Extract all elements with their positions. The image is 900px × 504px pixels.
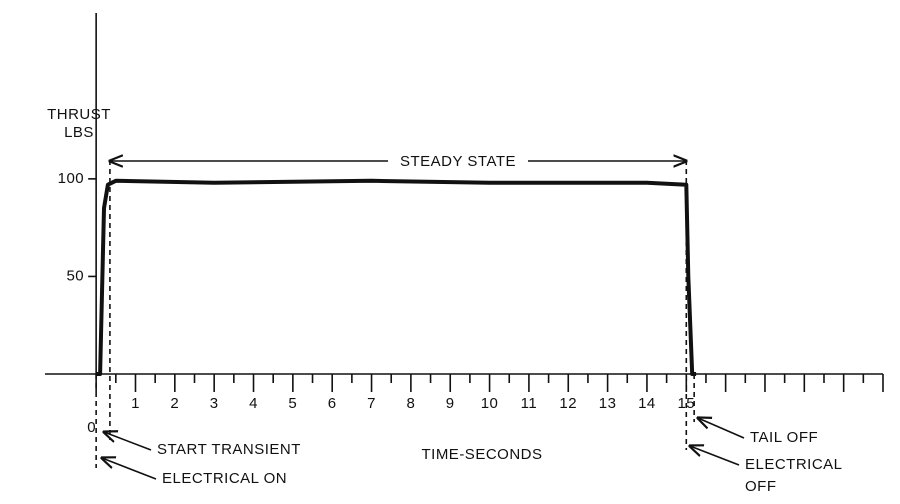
x-tick-label: 2 [170,395,179,412]
event-arrow [698,418,745,439]
x-tick-label: 7 [367,395,376,412]
x-tick-label: 1 [131,395,140,412]
steady-state-label: STEADY STATE [400,153,516,170]
y-axis-label: THRUST [47,106,111,123]
x-tick-label: 3 [210,395,219,412]
thrust-line [96,178,697,376]
y-axis-label: LBS [64,124,94,141]
x-tick-label: 14 [638,395,656,412]
event-arrow [690,446,740,466]
y-tick-label: 50 [66,267,84,284]
x-tick-label: 5 [288,395,297,412]
event-label: ELECTRICAL [745,456,843,473]
x-tick-label: 6 [328,395,337,412]
event-label: ELECTRICAL ON [162,470,287,487]
x-tick-label: 10 [481,395,499,412]
event-label: TAIL OFF [750,429,818,446]
x-tick-label: 8 [406,395,415,412]
x-axis-label: TIME-SECONDS [421,446,542,463]
event-label: START TRANSIENT [157,441,301,458]
event-arrow [102,458,157,480]
y-tick-label: 100 [58,170,85,187]
event-arrow [104,432,152,451]
x-tick-label: 4 [249,395,258,412]
event-label: OFF [745,478,777,495]
label-gap [388,150,528,172]
x-tick-label: 11 [521,395,538,412]
x-tick-label: 13 [599,395,617,412]
x-tick-label: 12 [559,395,577,412]
x-tick-label: 0 [87,419,96,436]
x-tick-label: 9 [446,395,455,412]
